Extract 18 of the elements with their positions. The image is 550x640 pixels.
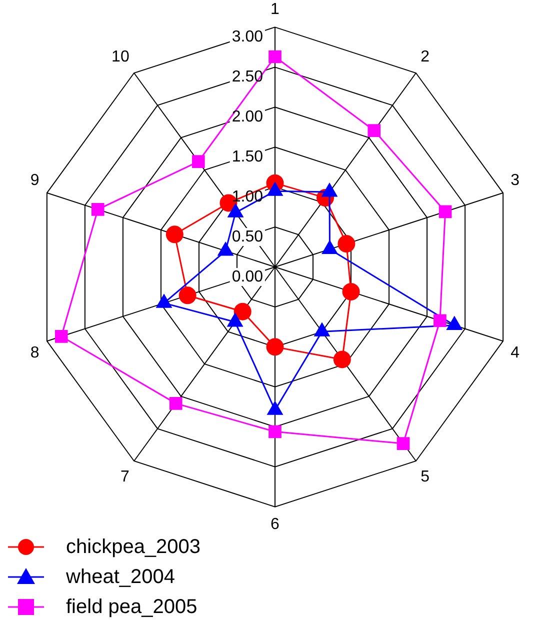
spoke-label: 2 xyxy=(420,48,430,66)
y-tick-label: 2.00 xyxy=(232,108,264,126)
y-tick-label: 1.50 xyxy=(232,148,264,166)
spoke-label: 9 xyxy=(30,172,40,190)
spoke-label: 3 xyxy=(510,172,520,190)
y-tick-label: 0.50 xyxy=(232,228,264,246)
y-tick-label: 3.00 xyxy=(232,28,264,46)
legend-label: field pea_2005 xyxy=(66,596,198,618)
spoke-label: 10 xyxy=(112,48,130,66)
y-tick-label: 0.00 xyxy=(232,268,264,286)
legend-label: chickpea_2003 xyxy=(66,536,201,558)
spoke-label: 7 xyxy=(120,468,130,486)
spoke-label: 8 xyxy=(30,344,40,362)
spoke-label: 6 xyxy=(270,516,280,533)
spoke-label: 4 xyxy=(510,344,520,362)
spoke-label: 1 xyxy=(270,1,280,18)
legend-label: wheat_2004 xyxy=(66,566,175,588)
spoke-label: 5 xyxy=(420,468,430,486)
